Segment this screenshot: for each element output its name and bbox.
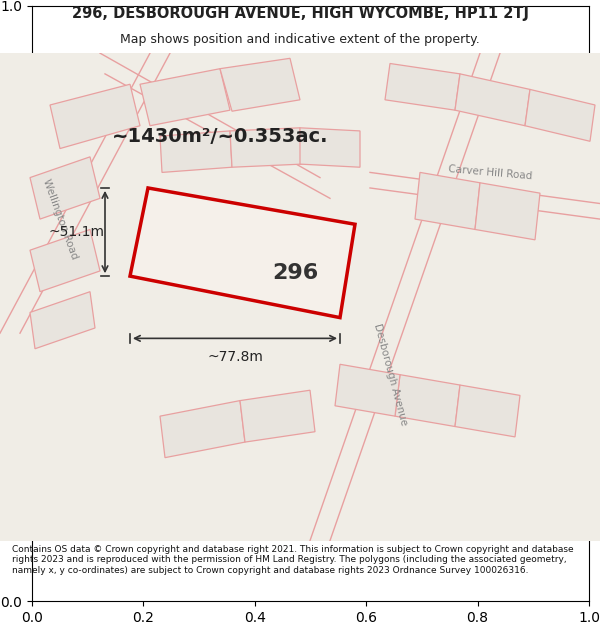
Polygon shape: [455, 74, 530, 126]
Polygon shape: [230, 127, 302, 168]
Text: Wellington Road: Wellington Road: [41, 177, 79, 261]
Polygon shape: [475, 182, 540, 240]
Polygon shape: [50, 84, 140, 149]
Polygon shape: [220, 58, 300, 111]
Text: ~51.1m: ~51.1m: [49, 225, 105, 239]
Polygon shape: [140, 69, 230, 126]
Polygon shape: [335, 364, 400, 416]
Text: ~77.8m: ~77.8m: [207, 350, 263, 364]
Polygon shape: [130, 188, 355, 318]
Polygon shape: [30, 292, 95, 349]
Polygon shape: [395, 374, 460, 426]
Text: Contains OS data © Crown copyright and database right 2021. This information is : Contains OS data © Crown copyright and d…: [12, 545, 574, 574]
Polygon shape: [300, 127, 360, 168]
Polygon shape: [160, 131, 232, 173]
Polygon shape: [30, 157, 100, 219]
Polygon shape: [160, 401, 245, 458]
Text: 296, DESBOROUGH AVENUE, HIGH WYCOMBE, HP11 2TJ: 296, DESBOROUGH AVENUE, HIGH WYCOMBE, HP…: [71, 6, 529, 21]
Text: Desborough Avenue: Desborough Avenue: [371, 322, 409, 427]
Polygon shape: [455, 385, 520, 437]
Polygon shape: [525, 89, 595, 141]
Text: Carver Hill Road: Carver Hill Road: [448, 164, 532, 181]
Polygon shape: [30, 229, 100, 292]
Polygon shape: [415, 173, 480, 229]
Polygon shape: [240, 390, 315, 442]
Polygon shape: [385, 64, 460, 110]
Text: 296: 296: [272, 263, 318, 283]
Text: ~1430m²/~0.353ac.: ~1430m²/~0.353ac.: [112, 127, 328, 146]
Text: Map shows position and indicative extent of the property.: Map shows position and indicative extent…: [120, 33, 480, 46]
